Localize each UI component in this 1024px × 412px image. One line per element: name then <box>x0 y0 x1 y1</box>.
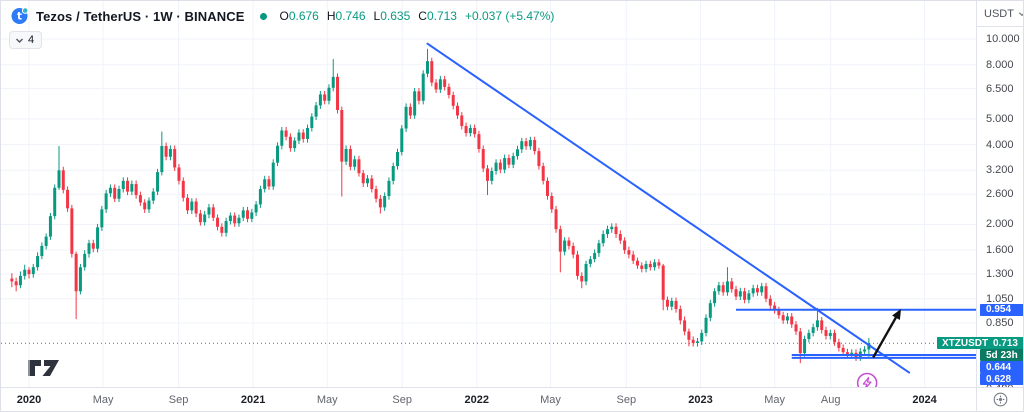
time-tick-label: Sep <box>616 394 637 406</box>
price-tick-label: 6.500 <box>986 82 1014 95</box>
open-label: O <box>279 9 289 23</box>
price-tick-label: 1.300 <box>986 268 1014 281</box>
trendline-drawing[interactable] <box>426 42 911 374</box>
open-value: 0.676 <box>288 9 319 23</box>
price-axis[interactable]: USDT 10.000 8.000 6.500 5.000 4.000 3.200 2.60… <box>976 1 1023 395</box>
time-axis[interactable]: 2020 May Sep 2021 May Sep 2022 May Sep 2023 May Aug… <box>1 387 978 411</box>
chevron-down-icon <box>15 36 24 45</box>
price-tick-label: 3.200 <box>986 164 1014 177</box>
time-tick-label: 2022 <box>464 394 490 406</box>
time-tick-label: 2021 <box>240 394 266 406</box>
candle-countdown-tag: 5d 23h <box>980 349 1023 362</box>
support-price-tag-lower: 0.628 <box>980 373 1023 386</box>
low-label: L <box>373 9 381 23</box>
tag-price: 0.713 <box>992 337 1018 349</box>
close-value: 0.713 <box>426 9 457 23</box>
resistance-price-tag: 0.954 <box>980 303 1023 316</box>
time-tick-label: Aug <box>820 394 841 406</box>
trend-arrow-drawing[interactable] <box>872 309 901 359</box>
svg-text:t: t <box>17 11 22 23</box>
time-tick-label: 2023 <box>688 394 713 406</box>
market-status-dot[interactable] <box>260 12 268 20</box>
time-tick-label: 2020 <box>16 394 42 406</box>
indicator-collapse-toggle[interactable]: 4 <box>9 31 43 49</box>
price-tick-label: 4.000 <box>986 138 1014 151</box>
last-price-tag: XTZUSDT 0.713 <box>937 337 1023 350</box>
tag-symbol: XTZUSDT <box>942 337 989 349</box>
candles-layer <box>10 48 871 364</box>
price-tick-label: 0.850 <box>986 317 1014 330</box>
price-scale-settings-button[interactable] <box>976 387 1023 411</box>
chart-header: t Tezos / TetherUS · 1W · BINANCE O0.676… <box>11 7 554 25</box>
time-tick-label: May <box>764 394 785 406</box>
collapsed-count: 4 <box>28 34 35 46</box>
symbol-title[interactable]: Tezos / TetherUS · 1W · BINANCE <box>36 8 245 24</box>
support-price-tag-upper: 0.644 <box>980 361 1023 374</box>
price-tick-label: 8.000 <box>986 58 1014 71</box>
price-tick-label: 1.600 <box>986 244 1014 257</box>
high-label: H <box>326 9 336 23</box>
time-tick-label: May <box>92 394 114 406</box>
ohlc-readout: O0.676 H0.746 L0.635 C0.713 +0.037 (+5.4… <box>279 9 554 23</box>
time-tick-label: 2024 <box>912 394 937 406</box>
price-tick-label: 2.000 <box>986 218 1014 231</box>
grid-layer <box>1 1 978 390</box>
price-tick-label: 5.000 <box>986 112 1014 125</box>
time-tick-label: May <box>316 394 338 406</box>
change-value: +0.037 (+5.47%) <box>464 9 555 23</box>
time-tick-label: Sep <box>168 394 189 406</box>
currency-selector[interactable]: USDT <box>977 1 1023 27</box>
time-tick-label: May <box>540 394 561 406</box>
price-tick-label: 1.050 <box>986 292 1014 305</box>
price-tick-label: 10.000 <box>986 33 1020 45</box>
low-value: 0.635 <box>380 9 411 23</box>
close-label: C <box>418 9 427 23</box>
gear-icon <box>993 392 1008 407</box>
chevron-down-icon <box>1018 10 1023 18</box>
price-tick-label: 2.600 <box>986 188 1014 201</box>
high-value: 0.746 <box>335 9 366 23</box>
time-tick-label: Sep <box>392 394 413 406</box>
tradingview-watermark-logo[interactable] <box>27 358 61 383</box>
currency-label: USDT <box>984 7 1014 20</box>
tezos-logo-icon: t <box>11 7 29 25</box>
